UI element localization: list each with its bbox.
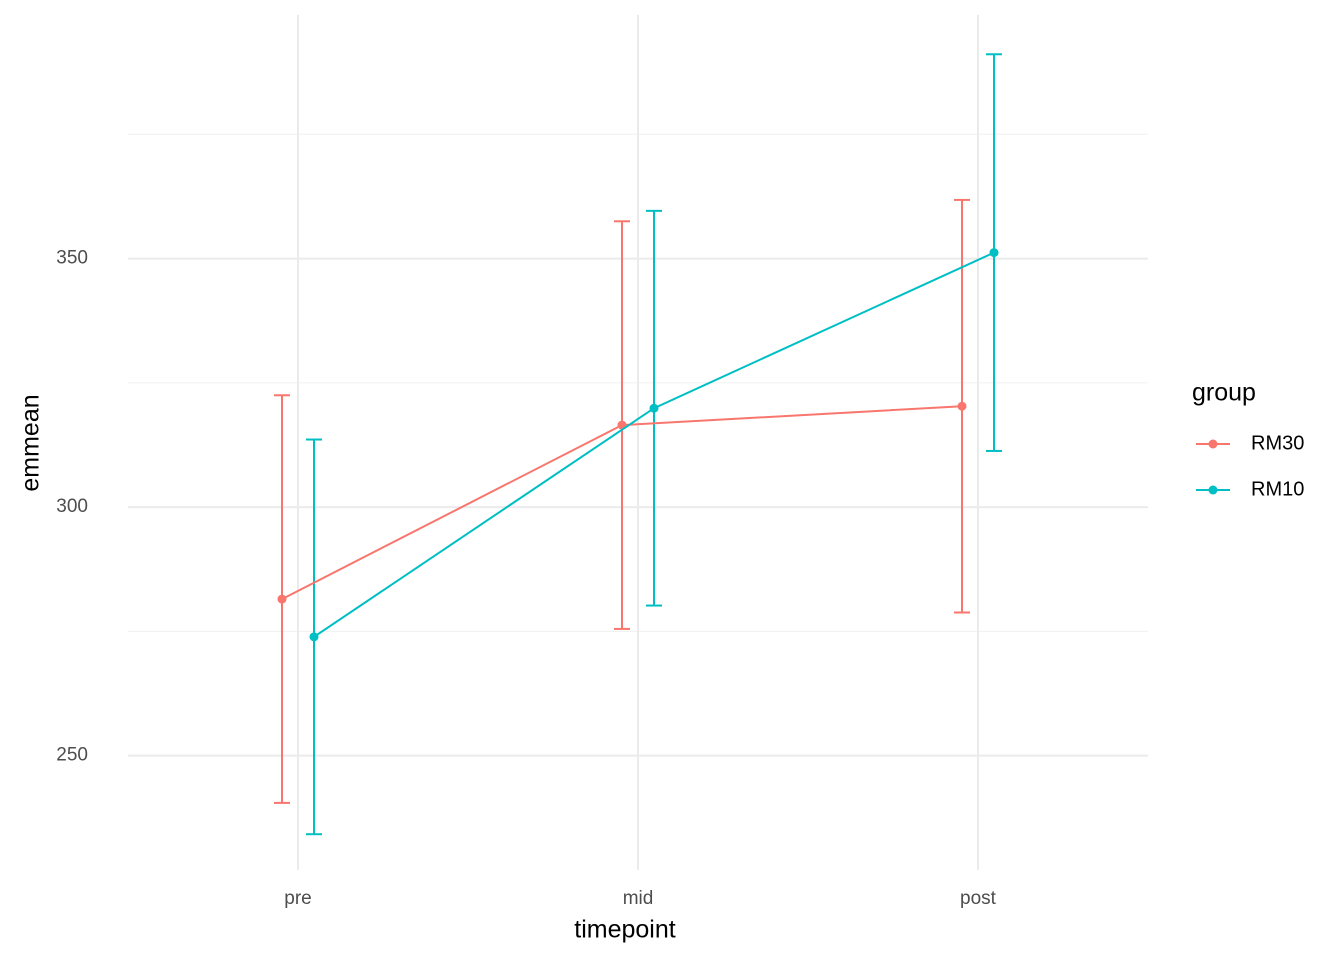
legend-label: RM10 xyxy=(1251,478,1304,500)
y-axis-title: emmean xyxy=(17,394,45,491)
point xyxy=(957,401,967,411)
legend-label: RM30 xyxy=(1251,432,1304,454)
y-tick-label: 250 xyxy=(56,745,88,766)
x-tick-label: pre xyxy=(284,888,311,909)
legend-key-point xyxy=(1208,439,1218,449)
x-axis-title: timepoint xyxy=(574,916,675,944)
legend-title: group xyxy=(1192,379,1256,407)
x-tick-label: post xyxy=(960,888,997,909)
point xyxy=(277,594,287,604)
point xyxy=(309,632,319,642)
point xyxy=(649,403,659,413)
legend-key-point xyxy=(1208,485,1218,495)
y-tick-label: 300 xyxy=(56,496,88,517)
x-tick-label: mid xyxy=(623,888,654,909)
point xyxy=(989,248,999,258)
y-tick-label: 350 xyxy=(56,248,88,269)
